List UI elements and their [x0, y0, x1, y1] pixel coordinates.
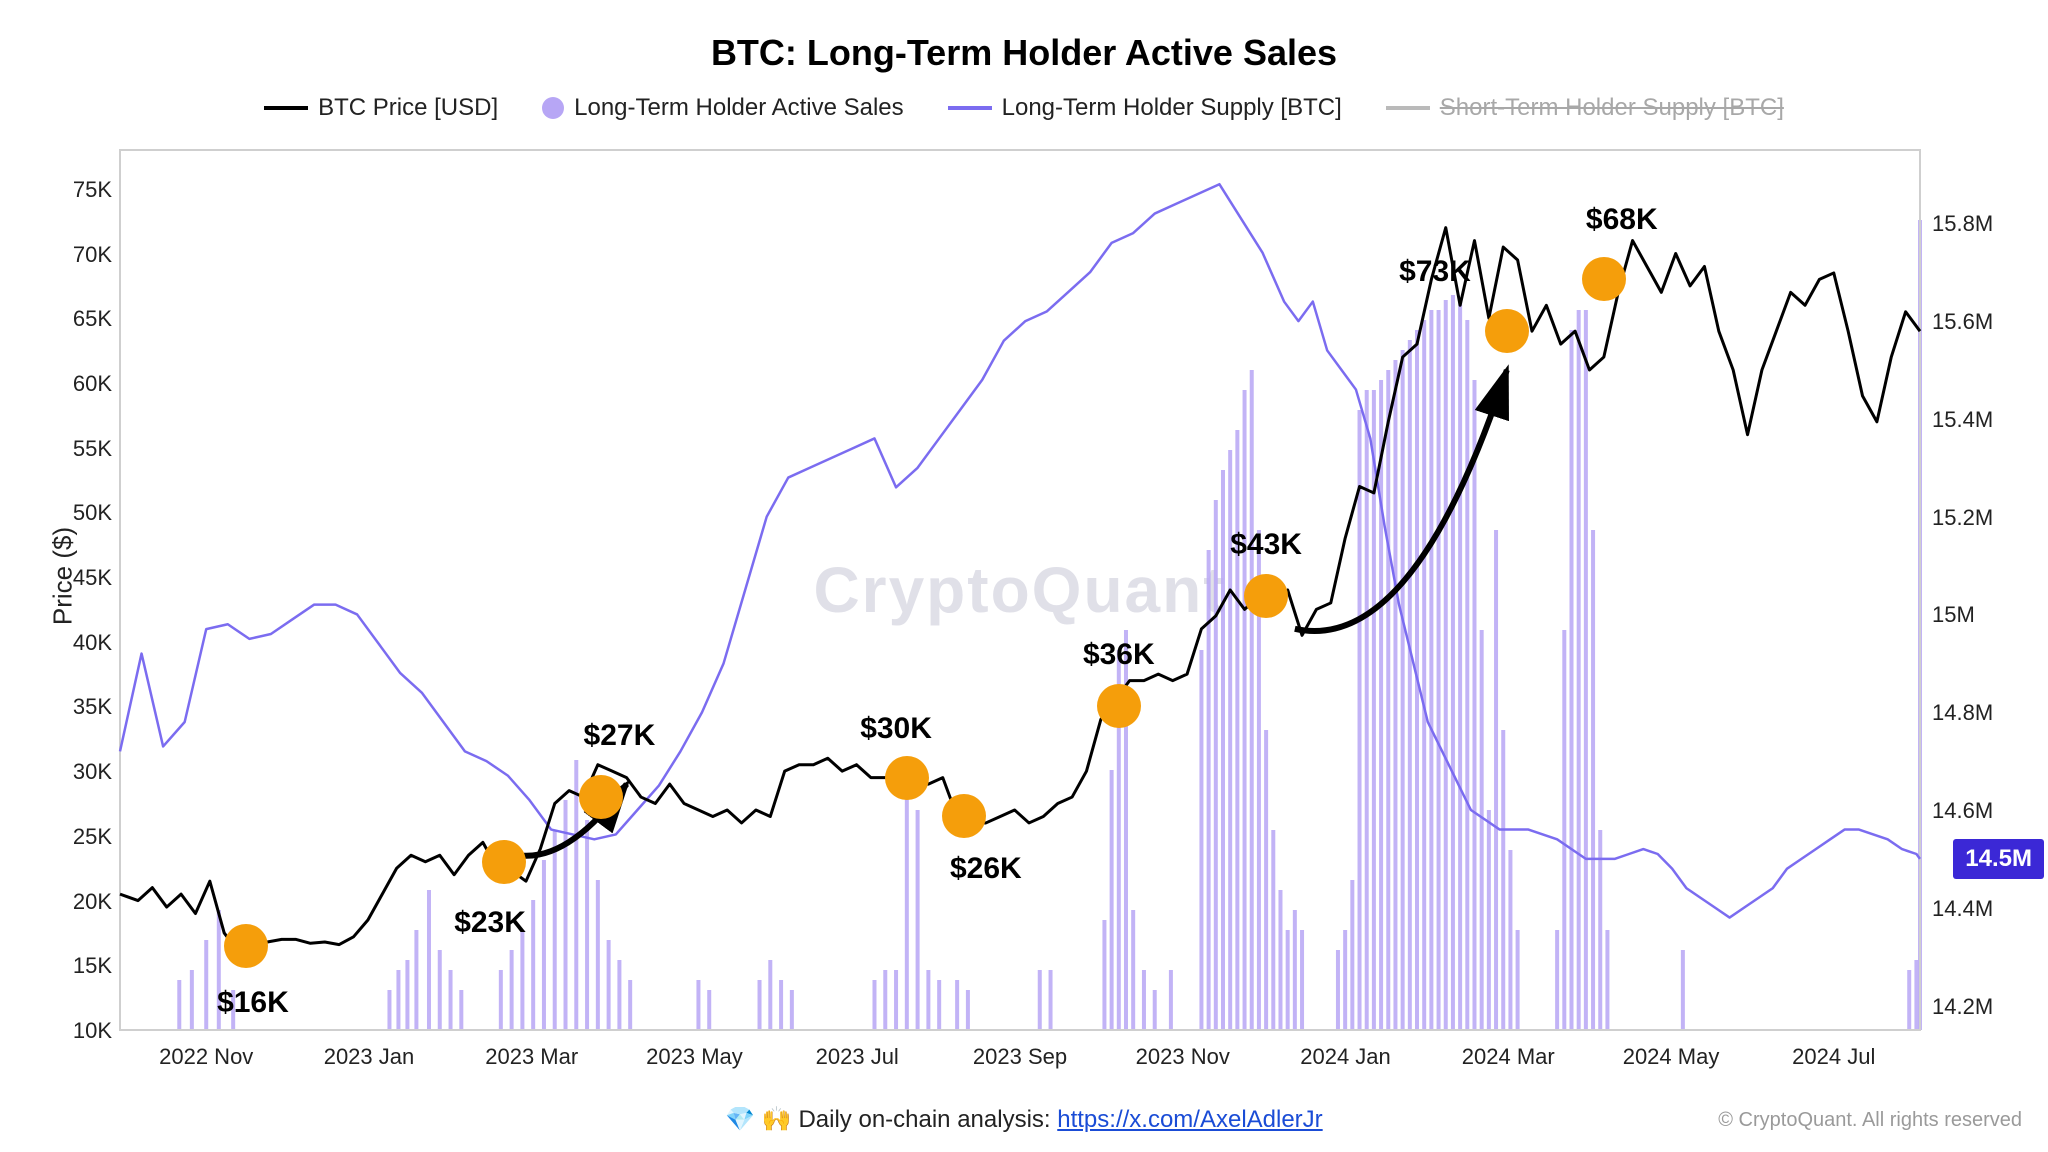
- y1-tick: 30K: [73, 759, 112, 785]
- legend-label: BTC Price [USD]: [318, 94, 498, 122]
- x-tick: 2023 May: [646, 1044, 743, 1070]
- y2-tick: 14.4M: [1932, 896, 1993, 922]
- footer-prefix: Daily on-chain analysis:: [798, 1106, 1057, 1133]
- gem-icon: 💎: [725, 1106, 755, 1133]
- y1-tick: 60K: [73, 371, 112, 397]
- line-swatch-grey: [1386, 106, 1430, 110]
- x-tick: 2024 Jan: [1300, 1044, 1391, 1070]
- y2-tick: 14.8M: [1932, 700, 1993, 726]
- legend: BTC Price [USD] Long-Term Holder Active …: [0, 94, 2048, 122]
- price-marker-label: $26K: [950, 852, 1022, 886]
- y2-tick: 14.2M: [1932, 994, 1993, 1020]
- plot-area: CryptoQuant: [120, 150, 1920, 1030]
- price-marker-label: $30K: [860, 712, 932, 746]
- y1-tick: 65K: [73, 306, 112, 332]
- price-marker-label: $36K: [1083, 638, 1155, 672]
- raising-hands-icon: 🙌: [762, 1106, 792, 1133]
- y1-tick: 70K: [73, 242, 112, 268]
- x-tick: 2023 Jul: [816, 1044, 899, 1070]
- y2-tick: 15M: [1932, 602, 1975, 628]
- line-swatch-black: [264, 106, 308, 110]
- y2-tick: 15.8M: [1932, 211, 1993, 237]
- x-tick: 2024 May: [1623, 1044, 1720, 1070]
- y1-tick: 20K: [73, 889, 112, 915]
- legend-label: Short-Term Holder Supply [BTC]: [1440, 94, 1784, 122]
- y2-tick: 15.4M: [1932, 407, 1993, 433]
- price-marker: [224, 924, 268, 968]
- price-marker: [1097, 684, 1141, 728]
- y1-tick: 75K: [73, 177, 112, 203]
- legend-item-lth-supply: Long-Term Holder Supply [BTC]: [948, 94, 1342, 122]
- price-marker: [1485, 309, 1529, 353]
- price-marker: [579, 775, 623, 819]
- y2-tick: 15.6M: [1932, 309, 1993, 335]
- y2-tick: 14.6M: [1932, 798, 1993, 824]
- price-marker: [1244, 574, 1288, 618]
- price-marker-label: $73K: [1399, 255, 1471, 289]
- legend-item-sales: Long-Term Holder Active Sales: [542, 94, 903, 122]
- y1-tick: 50K: [73, 500, 112, 526]
- price-marker-label: $23K: [454, 906, 526, 940]
- y1-tick: 55K: [73, 436, 112, 462]
- price-marker-label: $27K: [584, 719, 656, 753]
- price-marker-label: $43K: [1230, 528, 1302, 562]
- price-marker-label: $16K: [217, 986, 289, 1020]
- y1-tick: 45K: [73, 565, 112, 591]
- dot-swatch-purple: [542, 97, 564, 119]
- x-tick: 2024 Jul: [1792, 1044, 1875, 1070]
- chart-title: BTC: Long-Term Holder Active Sales: [0, 32, 2048, 74]
- y2-current-value-badge: 14.5M: [1953, 839, 2044, 879]
- legend-label: Long-Term Holder Supply [BTC]: [1002, 94, 1342, 122]
- y1-tick: 25K: [73, 824, 112, 850]
- x-tick: 2024 Mar: [1462, 1044, 1555, 1070]
- price-marker: [482, 840, 526, 884]
- x-tick: 2022 Nov: [159, 1044, 253, 1070]
- footer-link[interactable]: https://x.com/AxelAdlerJr: [1057, 1106, 1322, 1133]
- price-marker: [885, 756, 929, 800]
- x-tick: 2023 Mar: [485, 1044, 578, 1070]
- legend-item-sth-supply: Short-Term Holder Supply [BTC]: [1386, 94, 1784, 122]
- price-marker: [942, 794, 986, 838]
- price-marker: [1582, 257, 1626, 301]
- y1-tick: 10K: [73, 1018, 112, 1044]
- x-tick: 2023 Nov: [1136, 1044, 1230, 1070]
- legend-label: Long-Term Holder Active Sales: [574, 94, 903, 122]
- copyright: © CryptoQuant. All rights reserved: [1718, 1109, 2022, 1132]
- y1-tick: 35K: [73, 694, 112, 720]
- legend-item-price: BTC Price [USD]: [264, 94, 498, 122]
- y1-tick: 40K: [73, 630, 112, 656]
- x-tick: 2023 Jan: [324, 1044, 415, 1070]
- y1-tick: 15K: [73, 953, 112, 979]
- line-swatch-purple: [948, 106, 992, 110]
- price-marker-label: $68K: [1586, 203, 1658, 237]
- x-tick: 2023 Sep: [973, 1044, 1067, 1070]
- y2-tick: 15.2M: [1932, 505, 1993, 531]
